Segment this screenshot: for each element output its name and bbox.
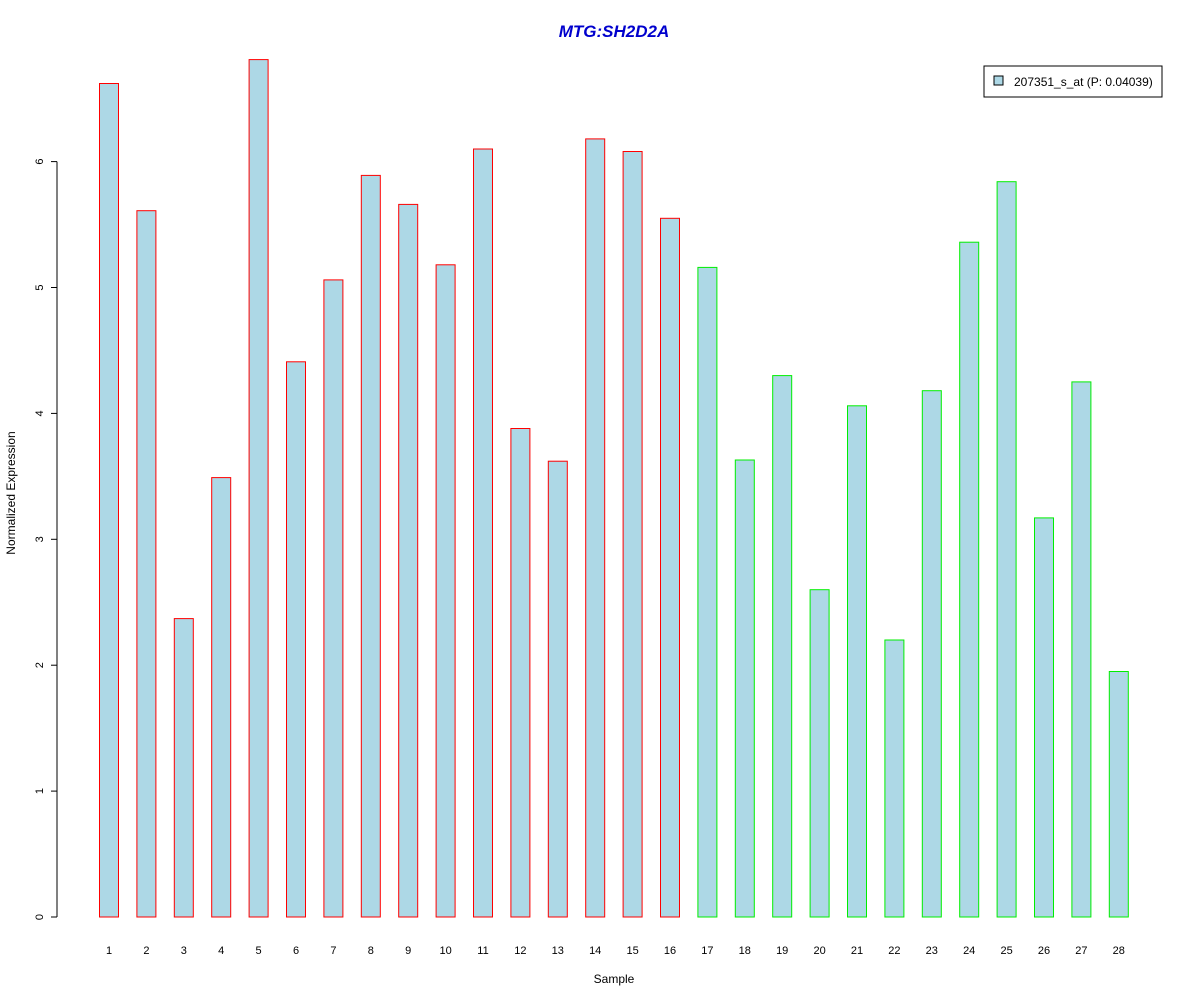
x-tick-label: 19: [776, 945, 788, 957]
x-tick-label: 2: [143, 945, 149, 957]
y-tick-label: 2: [34, 662, 46, 668]
bar-sample-24: [959, 241, 980, 918]
bar-sample-2: [136, 210, 157, 918]
legend-label: 207351_s_at (P: 0.04039): [1014, 75, 1153, 89]
bar-sample-26: [1034, 517, 1054, 918]
y-tick-label: 1: [34, 788, 46, 794]
x-tick-label: 25: [1000, 945, 1012, 957]
y-tick-label: 6: [34, 159, 46, 165]
x-tick-label: 22: [888, 945, 900, 957]
bars: [99, 59, 1129, 918]
y-axis-label: Normalized Expression: [4, 431, 18, 554]
y-tick-label: 4: [34, 410, 46, 416]
x-tick-label: 14: [589, 945, 601, 957]
bar-sample-14: [585, 138, 606, 918]
bar-sample-17: [697, 266, 718, 918]
bar-sample-4: [211, 477, 232, 918]
x-tick-label: 7: [330, 945, 336, 957]
x-tick-label: 1: [106, 945, 112, 957]
bar-sample-23: [921, 390, 942, 918]
bar-sample-28: [1108, 671, 1129, 918]
x-tick-label: 8: [368, 945, 374, 957]
bar-sample-1: [99, 83, 119, 918]
x-tick-label: 16: [664, 945, 676, 957]
bar-sample-12: [510, 428, 531, 918]
bar-sample-22: [884, 639, 905, 918]
x-tick-label: 12: [514, 945, 526, 957]
legend-swatch: [993, 75, 1004, 86]
legend: 207351_s_at (P: 0.04039): [983, 65, 1163, 98]
x-tick-label: 15: [626, 945, 638, 957]
bar-sample-13: [547, 460, 568, 918]
y-axis: 0 1 2 3 4 5 6: [34, 159, 58, 920]
bar-sample-7: [323, 279, 344, 918]
x-tick-label: 4: [218, 945, 224, 957]
x-tick-label: 17: [701, 945, 713, 957]
x-axis-label: Sample: [594, 972, 635, 986]
x-tick-label: 27: [1075, 945, 1087, 957]
x-tick-label: 5: [256, 945, 262, 957]
bar-sample-20: [809, 589, 830, 918]
x-tick-label: 23: [926, 945, 938, 957]
y-tick-label: 0: [34, 914, 46, 920]
x-tick-label: 3: [181, 945, 187, 957]
x-tick-label: 20: [813, 945, 825, 957]
bar-sample-27: [1071, 381, 1092, 918]
bar-sample-5: [248, 59, 269, 918]
x-tick-label: 13: [552, 945, 564, 957]
legend-box: [983, 65, 1163, 98]
bar-sample-18: [734, 459, 755, 918]
bar-sample-11: [473, 148, 493, 918]
x-tick-label: 21: [851, 945, 863, 957]
bar-sample-15: [622, 151, 643, 918]
x-tick-label: 28: [1113, 945, 1125, 957]
x-tick-label: 10: [439, 945, 451, 957]
chart-title: MTG:SH2D2A: [559, 22, 670, 41]
x-tick-label: 26: [1038, 945, 1050, 957]
y-tick-label: 3: [34, 536, 46, 542]
bar-sample-3: [173, 618, 194, 918]
x-tick-label: 9: [405, 945, 411, 957]
bar-sample-9: [398, 203, 419, 918]
bar-sample-25: [996, 181, 1017, 918]
x-tick-label: 24: [963, 945, 975, 957]
x-tick-label: 6: [293, 945, 299, 957]
bar-sample-19: [772, 375, 793, 918]
x-tick-label: 11: [477, 945, 488, 957]
y-tick-label: 5: [34, 284, 46, 290]
x-tick-label: 18: [739, 945, 751, 957]
x-tick-labels: 1 2 3 4 5 6 7 8 9 10 11 12 13 14 15 16 17 18 19 20 21 22 23 24 2…: [106, 945, 1125, 957]
bar-sample-8: [360, 174, 381, 918]
bar-sample-6: [286, 361, 306, 918]
bar-sample-10: [435, 264, 456, 918]
bar-sample-16: [660, 217, 680, 918]
bar-sample-21: [847, 405, 867, 918]
